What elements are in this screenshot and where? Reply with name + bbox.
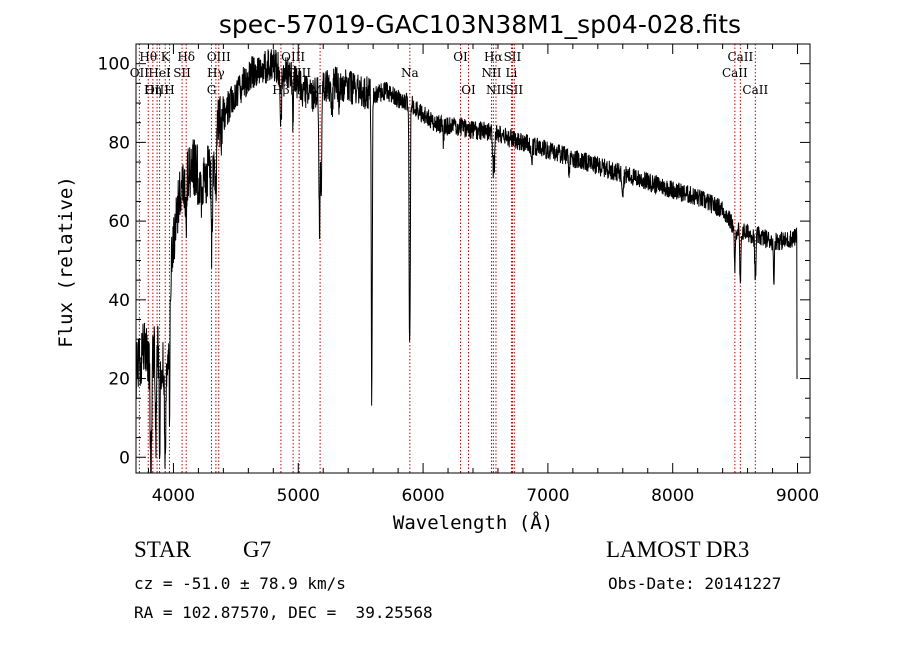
line-label: NII	[481, 66, 501, 80]
line-label: OIII	[281, 50, 305, 64]
line-label: H	[164, 83, 174, 97]
coordinates-text: RA = 102.87570, DEC = 39.25568	[134, 603, 433, 622]
plot-frame	[135, 43, 811, 474]
object-class: STAR	[134, 537, 191, 562]
line-markers	[138, 44, 756, 473]
x-tick-label: 8000	[651, 486, 694, 506]
line-label: OIII	[207, 50, 231, 64]
line-label: Hθ	[139, 50, 157, 64]
obs-date-text: Obs-Date: 20141227	[608, 574, 782, 593]
line-label: SII	[173, 66, 191, 80]
line-label: K	[161, 50, 171, 64]
line-label: OIII	[145, 83, 169, 97]
redshift-text: cz = -51.0 ± 78.9 km/s	[134, 574, 346, 593]
line-label: Hγ	[207, 66, 225, 80]
line-label: CaII	[722, 66, 748, 80]
line-label: OII	[130, 66, 150, 80]
x-axis-ticks: 4000 5000 6000 7000 8000 9000	[147, 44, 819, 506]
x-axis-label: Wavelength (Å)	[393, 511, 553, 534]
y-tick-label: 100	[98, 55, 130, 75]
line-label: Li	[506, 66, 518, 80]
chart-title: spec-57019-GAC103N38M1_sp04-028.fits	[219, 10, 741, 39]
object-subclass: G7	[243, 537, 272, 562]
line-label: CaII	[742, 83, 768, 97]
x-tick-label: 4000	[152, 486, 195, 506]
y-tick-label: 60	[108, 212, 130, 232]
line-label: G	[207, 83, 217, 97]
y-tick-label: 80	[108, 133, 130, 153]
y-tick-label: 40	[108, 291, 130, 311]
y-axis-label: Flux (relative)	[55, 176, 77, 348]
line-label: Hη	[144, 83, 162, 97]
y-tick-label: 20	[108, 370, 130, 390]
line-label: SII	[505, 83, 523, 97]
x-tick-label: 9000	[776, 486, 819, 506]
x-tick-label: 6000	[401, 486, 444, 506]
line-label: CaII	[727, 50, 753, 64]
line-label: Na	[401, 66, 419, 80]
line-label: OI	[461, 83, 476, 97]
line-label: Hβ	[272, 83, 289, 97]
line-label: Hδ	[177, 50, 195, 64]
line-label: SII	[504, 50, 522, 64]
survey-name: LAMOST DR3	[606, 537, 750, 562]
x-tick-label: 5000	[277, 486, 320, 506]
line-label: Hα	[484, 50, 503, 64]
line-label: OI	[453, 50, 468, 64]
y-tick-label: 0	[119, 448, 130, 468]
spectrum-line	[135, 49, 798, 474]
line-label: NII	[486, 83, 506, 97]
line-label: HeI	[148, 66, 171, 80]
x-tick-label: 7000	[526, 486, 569, 506]
y-axis-ticks: 0 20 40 60 80 100	[98, 55, 810, 468]
